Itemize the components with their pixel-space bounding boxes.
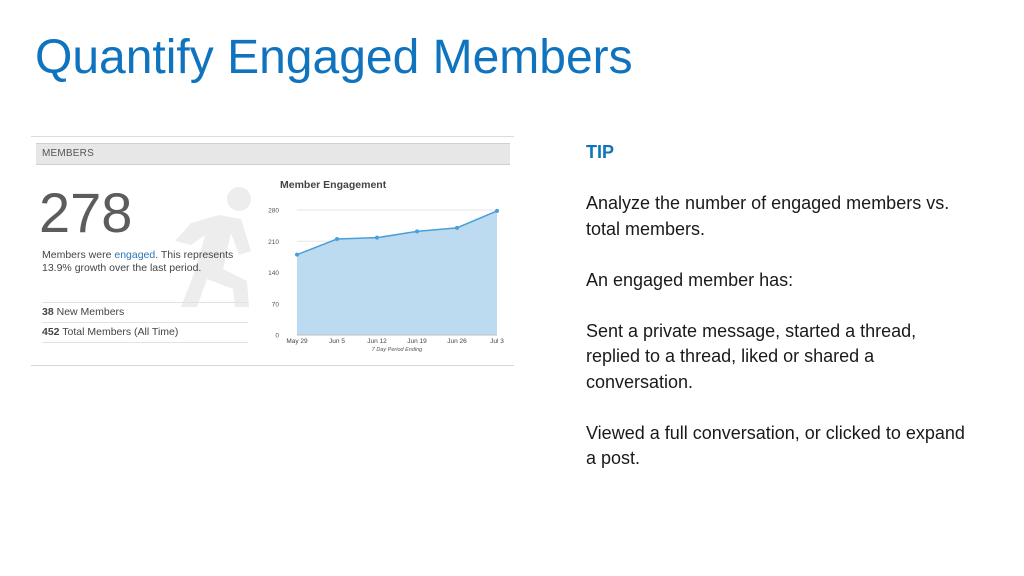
data-point — [415, 229, 419, 234]
members-panel-header: MEMBERS — [36, 143, 510, 165]
y-tick-label: 140 — [268, 270, 279, 277]
engaged-member-count: 278 — [39, 181, 133, 244]
y-tick-label: 210 — [268, 239, 279, 246]
tip-paragraph-2: An engaged member has: — [586, 269, 794, 290]
tip-paragraph-3: Sent a private message, started a thread… — [586, 320, 917, 392]
new-members-label: New Members — [53, 306, 125, 318]
slide-title: Quantify Engaged Members — [35, 31, 633, 84]
y-tick-label: 280 — [268, 208, 279, 215]
data-point — [295, 252, 299, 257]
data-point — [455, 225, 459, 230]
y-tick-label: 0 — [275, 333, 279, 340]
new-members-count: 38 — [42, 306, 54, 318]
tip-panel: TIP Analyze the number of engaged member… — [586, 140, 966, 472]
tip-heading: TIP — [586, 142, 615, 162]
tip-paragraph-1: Analyze the number of engaged members vs… — [586, 193, 950, 239]
data-point — [375, 235, 379, 240]
x-tick-label: Jun 12 — [367, 338, 387, 345]
engaged-link[interactable]: engaged — [114, 249, 156, 261]
tip-paragraph-4: Viewed a full conversation, or clicked t… — [586, 422, 965, 469]
members-panel: MEMBERS 278 Members were engaged. This r… — [31, 136, 514, 366]
data-point — [495, 208, 499, 213]
engagement-description: Members were engaged. This represents 13… — [42, 249, 247, 275]
description-prefix: Members were — [42, 249, 115, 261]
chart-title: Member Engagement — [280, 179, 387, 191]
x-tick-label: Jul 3 — [490, 338, 504, 345]
total-members-stat: 452 Total Members (All Time) — [42, 322, 248, 343]
x-tick-label: May 29 — [286, 338, 308, 345]
total-members-label: Total Members (All Time) — [59, 326, 179, 338]
series-line — [296, 210, 498, 256]
x-tick-label: Jun 19 — [407, 338, 427, 345]
members-panel-header-label: MEMBERS — [42, 148, 94, 159]
new-members-stat: 38 New Members — [42, 302, 248, 322]
x-tick-label: Jun 26 — [447, 338, 467, 345]
area-fill — [297, 210, 497, 335]
description-suffix: . This represents 13.9% growth over the … — [42, 249, 234, 274]
x-axis-label: 7 Day Period Ending — [372, 347, 423, 353]
running-person-icon — [175, 187, 251, 307]
member-engagement-chart: 0 70 140 210 280 May 29 Jun 5 Jun 12 Jun 19 Jun 2… — [268, 208, 504, 354]
x-tick-label: Jun 5 — [329, 338, 345, 345]
y-tick-label: 70 — [272, 301, 280, 308]
total-members-count: 452 — [42, 326, 60, 338]
data-point — [335, 237, 339, 242]
